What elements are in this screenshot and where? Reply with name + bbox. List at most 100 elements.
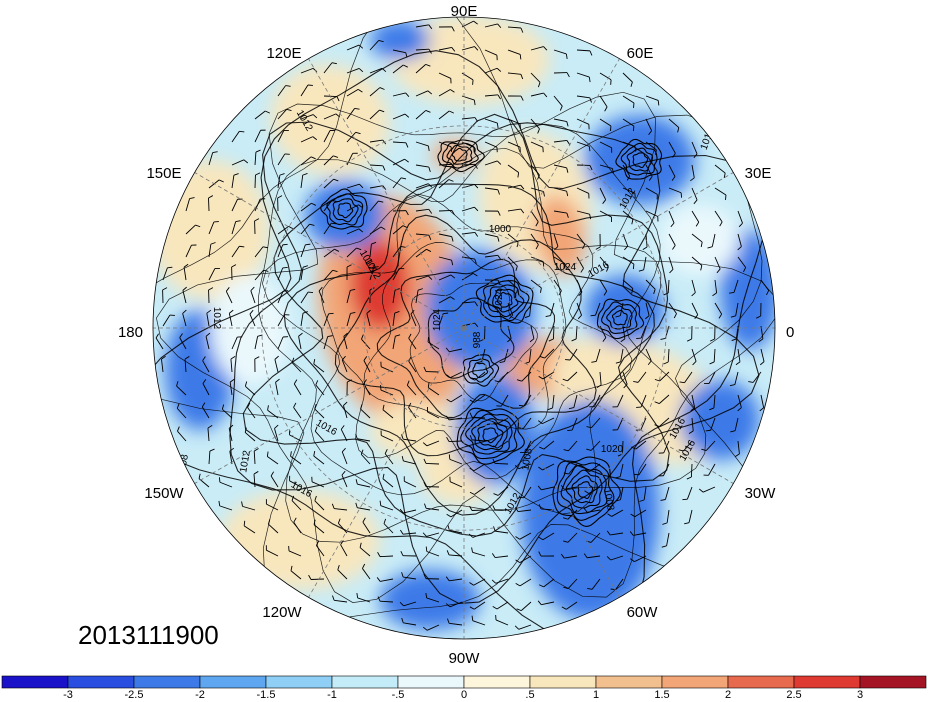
wind-barb bbox=[438, 89, 455, 97]
anomaly-blob-negative bbox=[305, 180, 385, 250]
wind-barb bbox=[507, 141, 521, 153]
wind-barb bbox=[589, 394, 601, 408]
colorbar-tick-label: -3 bbox=[63, 689, 73, 701]
wind-barb bbox=[514, 463, 532, 470]
wind-barb bbox=[576, 233, 586, 250]
wind-barb bbox=[254, 269, 269, 281]
pressure-contour bbox=[620, 142, 658, 176]
anomaly-blob-strong-positive bbox=[350, 240, 410, 330]
wind-barb bbox=[415, 48, 432, 54]
wind-barb bbox=[645, 348, 652, 366]
wind-barb bbox=[408, 356, 417, 373]
wind-barb bbox=[185, 244, 197, 258]
colorbar-tick-label: -1.5 bbox=[257, 689, 276, 701]
pressure-contour bbox=[320, 188, 368, 230]
wind-barb bbox=[415, 275, 433, 281]
wind-barb bbox=[560, 553, 578, 559]
wind-barb bbox=[507, 118, 521, 129]
wind-barb bbox=[377, 596, 394, 603]
wind-barb bbox=[590, 302, 601, 317]
wind-barb bbox=[567, 417, 578, 431]
wind-barb bbox=[291, 357, 302, 373]
wind-barb bbox=[714, 187, 727, 200]
contour-value-label: 1024 bbox=[494, 288, 505, 311]
pressure-contour bbox=[460, 409, 518, 460]
wind-barb bbox=[530, 210, 539, 227]
wind-barb bbox=[734, 440, 740, 458]
wind-barb bbox=[709, 325, 716, 342]
wind-barb bbox=[346, 312, 356, 327]
wind-barb bbox=[622, 141, 637, 152]
wind-barb bbox=[231, 173, 239, 189]
wind-barb bbox=[729, 371, 739, 387]
wind-barb bbox=[290, 565, 302, 580]
wind-barb bbox=[313, 519, 325, 534]
wind-barb bbox=[415, 90, 433, 97]
wind-barb bbox=[668, 187, 683, 198]
wind-barb bbox=[438, 141, 452, 152]
wind-barb bbox=[332, 595, 348, 603]
wind-barb bbox=[221, 404, 233, 419]
wind-barb bbox=[599, 164, 614, 174]
wind-barb bbox=[225, 287, 233, 304]
wind-barb bbox=[645, 118, 653, 135]
wind-barb bbox=[323, 312, 334, 327]
wind-barb bbox=[622, 187, 636, 199]
wind-barb bbox=[422, 440, 440, 447]
wind-barb bbox=[346, 247, 362, 258]
wind-barb bbox=[494, 371, 509, 383]
wind-barb bbox=[346, 108, 360, 120]
wind-barb bbox=[493, 486, 509, 496]
wind-barb bbox=[392, 92, 410, 97]
wind-barb bbox=[270, 471, 279, 488]
wind-barb bbox=[516, 601, 532, 612]
wind-barb bbox=[253, 448, 259, 465]
anomaly-blob-weak-positive bbox=[270, 64, 390, 176]
wind-barb bbox=[530, 46, 548, 51]
wind-barb bbox=[423, 458, 440, 465]
wind-barb bbox=[300, 223, 315, 235]
wind-barb bbox=[492, 417, 509, 425]
wind-barb bbox=[379, 500, 394, 511]
wind-barb bbox=[595, 233, 601, 250]
wind-barb bbox=[507, 208, 525, 214]
wind-barb bbox=[691, 348, 697, 366]
wind-barb bbox=[277, 266, 288, 281]
wind-barb bbox=[668, 118, 680, 133]
wind-barb bbox=[311, 476, 325, 488]
wind-barb bbox=[507, 49, 522, 60]
pressure-contour bbox=[337, 202, 354, 219]
wind-barb bbox=[355, 479, 371, 488]
wind-barb bbox=[491, 578, 509, 584]
wind-barb bbox=[415, 183, 433, 189]
wind-barb bbox=[277, 153, 290, 166]
wind-barb bbox=[587, 578, 601, 590]
wind-barb bbox=[630, 555, 647, 563]
wind-barb bbox=[231, 245, 245, 258]
wind-barb bbox=[530, 118, 540, 134]
wind-barb bbox=[208, 448, 215, 465]
pressure-contour bbox=[332, 198, 359, 223]
pressure-contour bbox=[437, 139, 485, 173]
longitude-label: 60W bbox=[627, 604, 659, 621]
pressure-contour bbox=[363, 242, 567, 430]
wind-barb bbox=[553, 72, 570, 78]
wind-barb bbox=[468, 532, 486, 538]
wind-barb bbox=[380, 361, 394, 373]
wind-barb bbox=[729, 279, 739, 294]
wind-barb bbox=[445, 347, 463, 353]
wind-barb bbox=[469, 412, 486, 419]
wind-barb bbox=[620, 325, 626, 343]
wind-barb bbox=[185, 197, 195, 212]
wind-barb bbox=[231, 264, 237, 281]
wind-barb bbox=[645, 95, 660, 106]
pressure-contour bbox=[475, 274, 534, 324]
wind-barb bbox=[231, 198, 243, 212]
wind-barb bbox=[583, 553, 601, 559]
wind-barb bbox=[380, 385, 394, 396]
wind-barb bbox=[218, 500, 233, 511]
wind-barb bbox=[392, 268, 405, 281]
wind-barb bbox=[530, 141, 544, 153]
colorbar-tick-label: 3 bbox=[857, 689, 863, 701]
